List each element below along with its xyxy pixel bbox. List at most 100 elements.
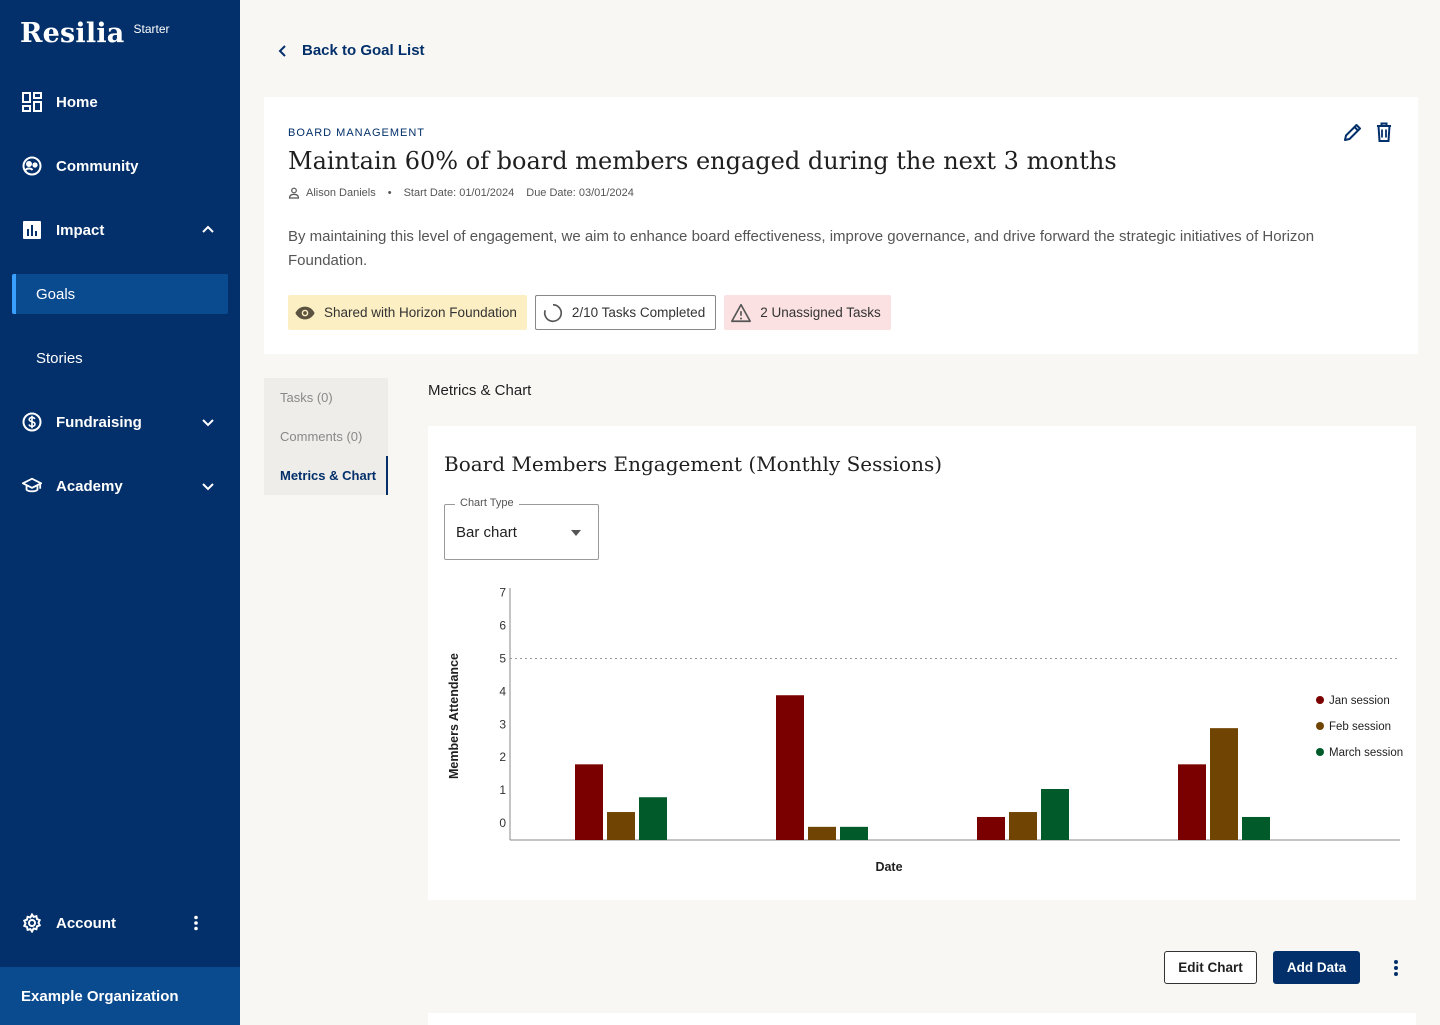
- y-axis-label: Members Attendance: [447, 653, 461, 779]
- bar: [1242, 816, 1270, 840]
- gear-icon: [22, 913, 42, 933]
- nav-account-label: Account: [56, 914, 116, 932]
- plan-label: Starter: [133, 22, 170, 36]
- tasks-progress-label: 2/10 Tasks Completed: [571, 305, 706, 320]
- nav-academy[interactable]: Academy: [12, 466, 228, 506]
- y-tick-label: 4: [499, 684, 506, 698]
- trash-icon[interactable]: [1374, 121, 1394, 143]
- graduation-cap-icon: [22, 476, 42, 496]
- tasks-progress-badge: 2/10 Tasks Completed: [534, 295, 717, 330]
- progress-ring-icon: [543, 303, 562, 322]
- back-link-label: Back to Goal List: [302, 42, 425, 59]
- dashboard-icon: [22, 92, 42, 112]
- legend-label: March session: [1329, 747, 1403, 759]
- chevron-left-icon: [278, 44, 286, 57]
- nav-home[interactable]: Home: [12, 82, 228, 122]
- dollar-icon: [22, 412, 42, 432]
- bar: [808, 826, 836, 840]
- y-tick-label: 6: [499, 619, 506, 633]
- organization-switcher[interactable]: Example Organization: [0, 967, 240, 1025]
- nav-community[interactable]: Community: [12, 146, 228, 186]
- chart-type-value: Bar chart: [456, 524, 517, 541]
- meta-separator: •: [387, 187, 392, 199]
- y-tick-label: 5: [499, 652, 506, 666]
- y-tick-label: 7: [499, 586, 506, 600]
- goal-description: By maintaining this level of engagement,…: [288, 228, 1315, 269]
- y-tick-label: 0: [499, 816, 506, 830]
- chart-card: Board Members Engagement (Monthly Sessio…: [428, 426, 1416, 900]
- community-icon: [22, 156, 42, 176]
- warning-icon: [731, 303, 752, 322]
- unassigned-tasks-badge: 2 Unassigned Tasks: [724, 295, 891, 330]
- tab-metrics-chart[interactable]: Metrics & Chart: [264, 456, 388, 495]
- nav-impact-label: Impact: [56, 221, 105, 239]
- bar: [1041, 789, 1069, 840]
- back-to-goal-list-link[interactable]: Back to Goal List: [276, 42, 425, 59]
- add-data-button[interactable]: Add Data: [1273, 951, 1360, 984]
- chevron-down-icon: [202, 483, 214, 491]
- pencil-icon[interactable]: [1342, 121, 1362, 143]
- legend-swatch: [1316, 748, 1324, 756]
- caret-down-icon: [571, 530, 581, 536]
- goal-due-date: Due Date: 03/01/2024: [526, 187, 634, 199]
- nav-stories[interactable]: Stories: [12, 338, 228, 378]
- nav-stories-label: Stories: [36, 349, 83, 367]
- bar: [1210, 728, 1238, 840]
- eye-icon: [295, 306, 315, 319]
- nav-academy-label: Academy: [56, 477, 123, 495]
- chart-type-select[interactable]: Chart Type Bar chart: [444, 497, 599, 560]
- bar: [575, 764, 603, 840]
- bar-chart-icon: [22, 220, 42, 240]
- nav-goals[interactable]: Goals: [12, 274, 228, 314]
- organization-name: Example Organization: [21, 987, 179, 1005]
- chevron-down-icon: [202, 419, 214, 427]
- nav-fundraising-label: Fundraising: [56, 413, 142, 431]
- nav-community-label: Community: [56, 157, 139, 175]
- bar: [639, 797, 667, 840]
- goal-badges: Shared with Horizon Foundation 2/10 Task…: [288, 295, 891, 330]
- goal-card: BOARD MANAGEMENT Maintain 60% of board m…: [264, 97, 1418, 354]
- section-title: Metrics & Chart: [428, 382, 532, 399]
- shared-badge-label: Shared with Horizon Foundation: [324, 305, 517, 320]
- y-tick-label: 3: [499, 717, 506, 731]
- bar: [1178, 764, 1206, 840]
- more-vertical-icon[interactable]: [1386, 958, 1406, 978]
- bar: [977, 816, 1005, 840]
- brand-logo[interactable]: Resilia Starter: [20, 18, 170, 49]
- user-icon: [288, 187, 300, 199]
- bar: [840, 826, 868, 840]
- bar: [776, 695, 804, 840]
- goal-actions: [1342, 121, 1394, 143]
- tab-tasks[interactable]: Tasks (0): [280, 390, 333, 405]
- edit-chart-button[interactable]: Edit Chart: [1164, 951, 1257, 984]
- goal-meta: Alison Daniels • Start Date: 01/01/2024 …: [288, 187, 634, 199]
- bar: [607, 812, 635, 840]
- nav-home-label: Home: [56, 93, 98, 111]
- shared-badge: Shared with Horizon Foundation: [288, 295, 527, 330]
- bar: [1009, 812, 1037, 840]
- chart-card-title: Board Members Engagement (Monthly Sessio…: [444, 452, 943, 476]
- brand-name: Resilia: [20, 18, 125, 49]
- nav-goals-label: Goals: [36, 285, 76, 303]
- more-vertical-icon[interactable]: [188, 915, 204, 931]
- tab-comments[interactable]: Comments (0): [280, 429, 363, 444]
- goal-owner: Alison Daniels: [306, 187, 376, 199]
- nav-fundraising[interactable]: Fundraising: [12, 402, 228, 442]
- chevron-up-icon: [202, 225, 214, 233]
- goal-title: Maintain 60% of board members engaged du…: [288, 147, 1117, 175]
- y-tick-label: 2: [499, 750, 506, 764]
- goal-category: BOARD MANAGEMENT: [288, 127, 426, 139]
- legend-swatch: [1316, 696, 1324, 704]
- goal-tabs: Tasks (0) Comments (0) Metrics & Chart: [264, 378, 388, 495]
- chart-type-label: Chart Type: [455, 497, 519, 509]
- legend-swatch: [1316, 722, 1324, 730]
- nav-impact[interactable]: Impact: [12, 210, 228, 250]
- goal-start-date: Start Date: 01/01/2024: [403, 187, 515, 199]
- legend-label: Jan session: [1329, 695, 1390, 707]
- x-axis-label: Date: [875, 860, 902, 874]
- next-card: [428, 1013, 1416, 1025]
- nav-account[interactable]: Account: [12, 903, 228, 943]
- sidebar: Resilia Starter Home Community Impact Go…: [0, 0, 240, 1025]
- unassigned-tasks-label: 2 Unassigned Tasks: [760, 305, 881, 320]
- y-tick-label: 1: [499, 783, 506, 797]
